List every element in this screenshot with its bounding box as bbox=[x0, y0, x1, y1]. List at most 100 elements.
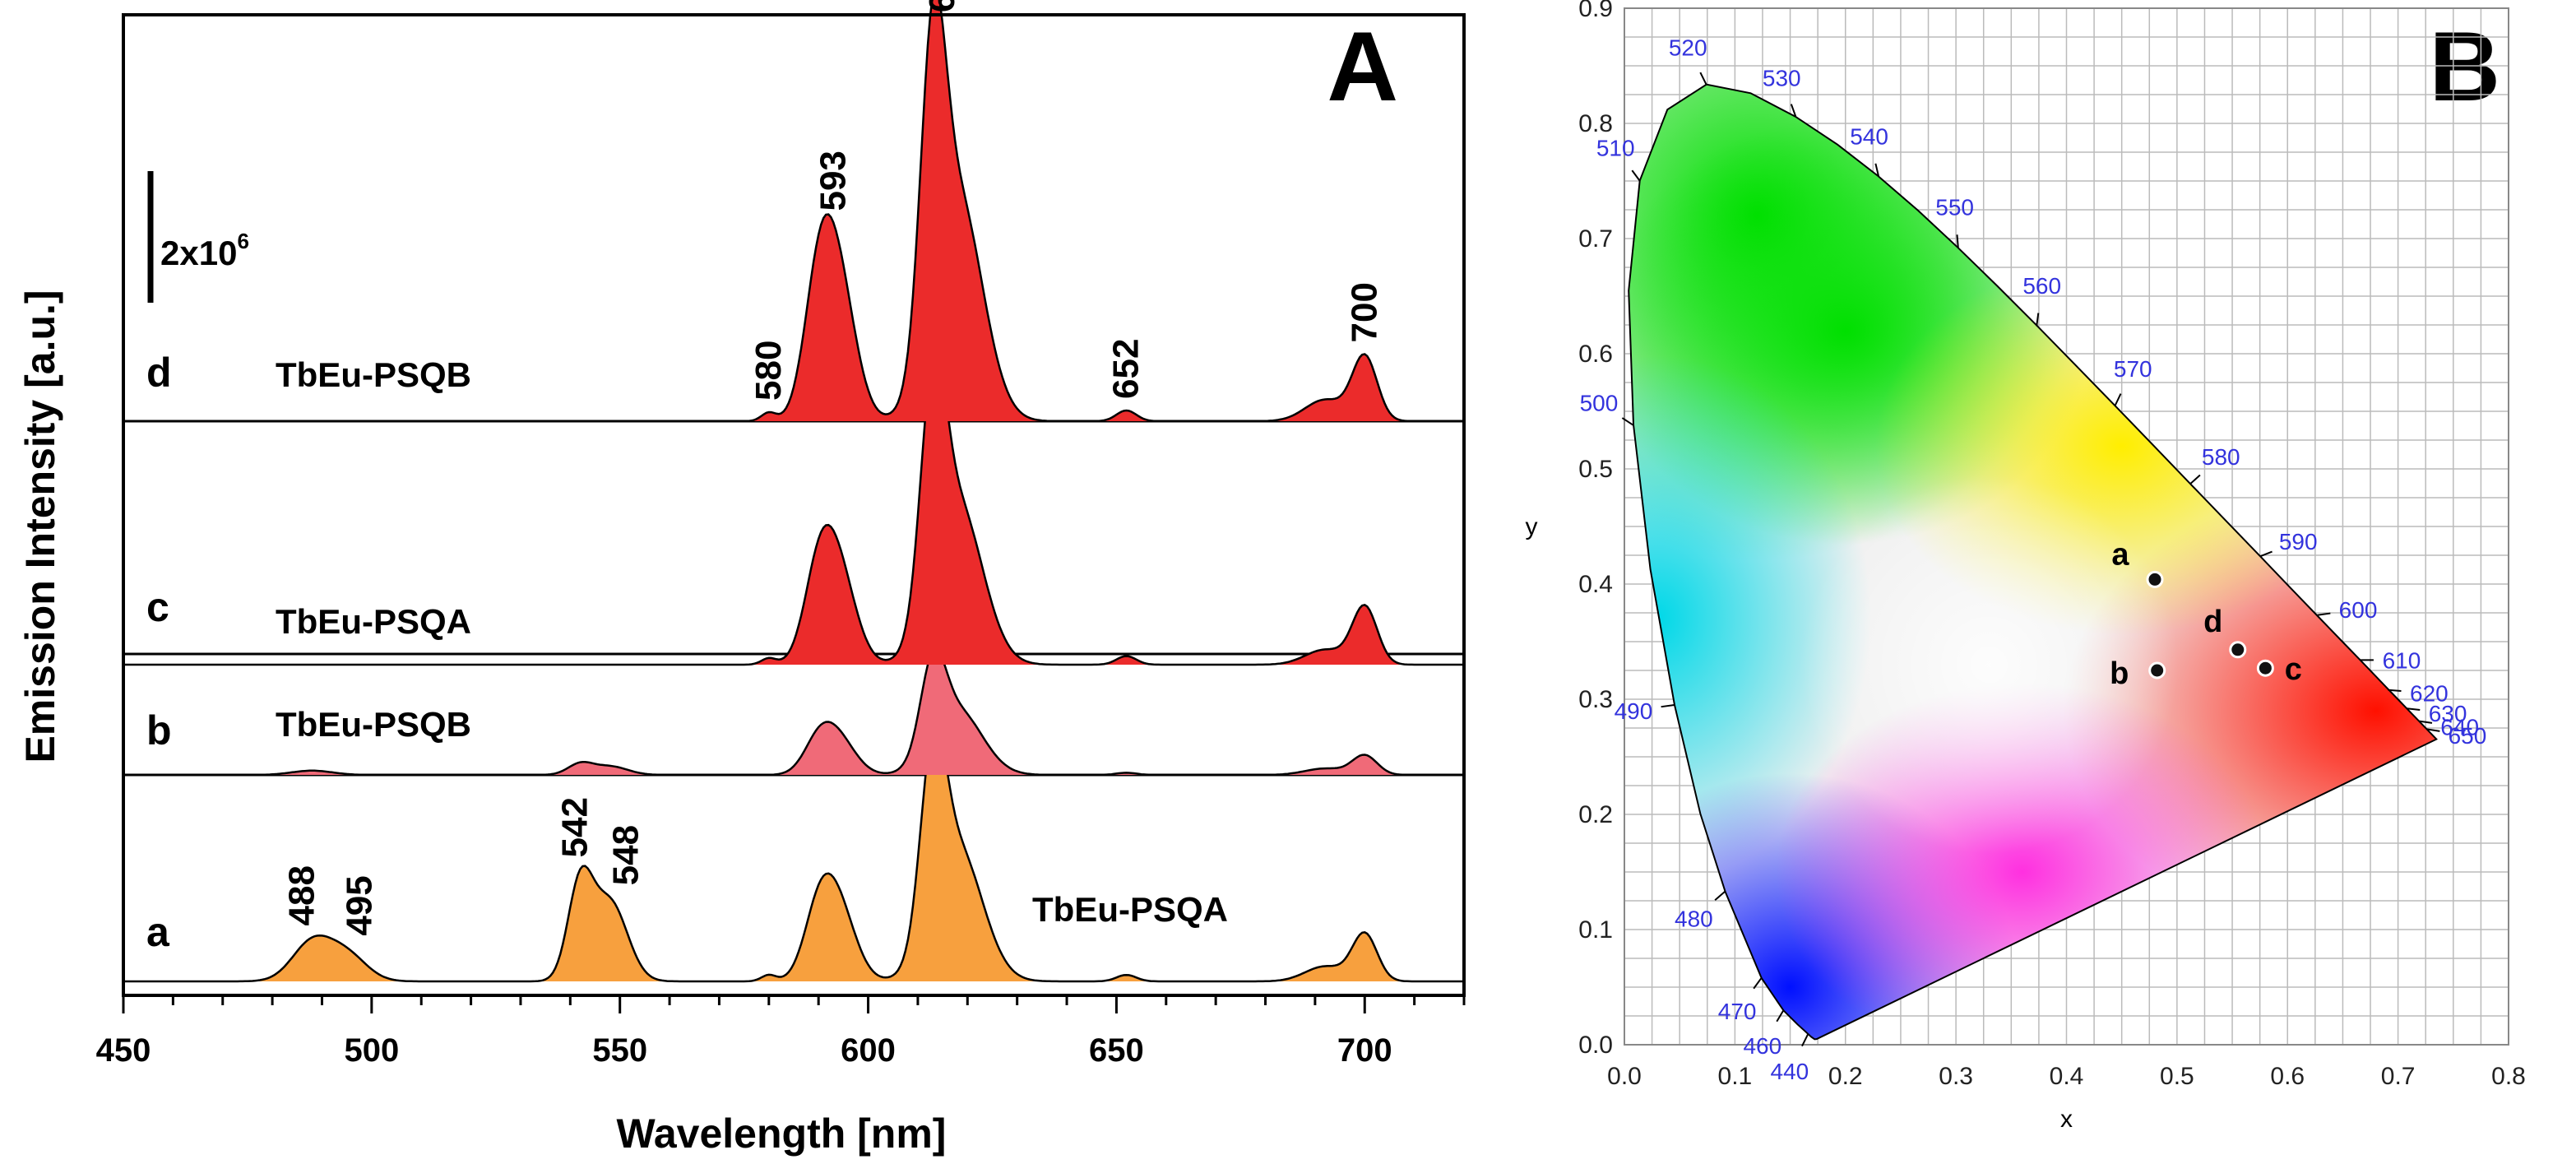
x-tick-label: 650 bbox=[1089, 1032, 1144, 1069]
peak-label-548: 548 bbox=[606, 825, 646, 885]
wavelength-tick bbox=[2317, 612, 2331, 616]
x-tick-label: 0.5 bbox=[2160, 1063, 2194, 1090]
wavelength-label-640: 640 bbox=[2440, 715, 2479, 740]
x-tick-label: 500 bbox=[344, 1032, 399, 1069]
point-d bbox=[2229, 641, 2247, 659]
wavelength-axis: 450 500 550 600 650 700 bbox=[96, 995, 1466, 1069]
point-label-c: c bbox=[2285, 652, 2302, 687]
point-label-a: a bbox=[2111, 537, 2129, 572]
wavelength-tick bbox=[2036, 313, 2040, 327]
wavelength-tick bbox=[1790, 104, 1797, 117]
wavelength-tick bbox=[1621, 417, 1634, 426]
peak-label-542: 542 bbox=[554, 797, 595, 857]
sample-points: a b c d bbox=[2110, 537, 2302, 691]
series-tag-d: d bbox=[146, 350, 172, 396]
spectrum-line-c bbox=[123, 345, 1464, 666]
wavelength-label-570: 570 bbox=[2114, 356, 2152, 382]
wavelength-label-560: 560 bbox=[2022, 273, 2061, 299]
wavelength-tick bbox=[2114, 393, 2122, 406]
wavelength-tick bbox=[2407, 707, 2421, 712]
y-tick-label: 0.0 bbox=[1578, 1032, 1613, 1059]
wavelength-tick bbox=[1661, 704, 1675, 708]
panel-a-letter: A bbox=[1327, 12, 1398, 122]
wavelength-tick bbox=[1699, 72, 1707, 85]
plot-frame bbox=[122, 13, 1466, 997]
y-tick-label: 0.5 bbox=[1578, 456, 1613, 483]
x-tick-label: 450 bbox=[96, 1032, 151, 1069]
wavelength-label-500: 500 bbox=[1580, 390, 1619, 415]
sample-label-a: TbEu-PSQA bbox=[1032, 890, 1228, 929]
peak-label-652: 652 bbox=[1105, 339, 1146, 399]
white-point-glow bbox=[1800, 475, 2179, 854]
spectra-plot: a TbEu-PSQA 488 495 542 548 b TbEu-PSQB c TbEu-PS… bbox=[123, 0, 1464, 983]
y-tick-label: 0.1 bbox=[1578, 916, 1613, 944]
wavelength-label-470: 470 bbox=[1718, 999, 1757, 1024]
wavelength-label-530: 530 bbox=[1763, 66, 1801, 91]
panel-b-letter: B bbox=[2429, 12, 2500, 122]
peak-label-495: 495 bbox=[340, 875, 380, 935]
point-label-d: d bbox=[2203, 605, 2222, 639]
wavelength-label-620: 620 bbox=[2410, 680, 2449, 706]
wavelength-label-480: 480 bbox=[1675, 906, 1713, 931]
wavelength-label-460: 460 bbox=[1743, 1033, 1781, 1059]
wavelength-tick bbox=[2388, 689, 2402, 692]
plot-frame-b bbox=[1624, 7, 2509, 1046]
wavelength-label-610: 610 bbox=[2383, 647, 2421, 673]
wavelength-tick bbox=[1714, 891, 1726, 901]
x-tick-label: 0.7 bbox=[2381, 1063, 2416, 1090]
x-tick-label: 0.2 bbox=[1828, 1063, 1863, 1090]
sample-label-d: TbEu-PSQB bbox=[276, 355, 471, 394]
x-tick-label: 600 bbox=[841, 1032, 896, 1069]
scale-bar-label: 2x106 bbox=[160, 229, 249, 272]
cie-color-locus bbox=[1629, 84, 2437, 1040]
sample-label-c: TbEu-PSQA bbox=[276, 602, 471, 641]
x-tick-label: 0.6 bbox=[2270, 1063, 2305, 1090]
y-tick-label: 0.3 bbox=[1578, 686, 1613, 713]
y-tick-label: 0.2 bbox=[1578, 801, 1613, 828]
series-tag-b: b bbox=[146, 707, 172, 754]
wavelength-label-510: 510 bbox=[1596, 136, 1635, 161]
y-axis-label-b: y bbox=[1526, 513, 1538, 540]
peak-label-593: 593 bbox=[813, 151, 853, 211]
x-axis-label: Wavelength [nm] bbox=[617, 1111, 947, 1157]
y-tick-label: 0.9 bbox=[1578, 0, 1613, 22]
spectrum-fill-a bbox=[123, 721, 1464, 981]
x-tick-label: 550 bbox=[592, 1032, 647, 1069]
wavelength-tick bbox=[1631, 169, 1641, 182]
point-label-b: b bbox=[2110, 656, 2129, 691]
x-tick-label: 0.4 bbox=[2050, 1063, 2084, 1090]
x-tick-label: 0.3 bbox=[1939, 1063, 1973, 1090]
scale-bar: 2x106 bbox=[147, 171, 249, 303]
point-b bbox=[2148, 661, 2166, 679]
wavelength-label-550: 550 bbox=[1935, 194, 1974, 220]
spectrum-line-b bbox=[123, 647, 1464, 777]
wavelength-label-520: 520 bbox=[1669, 35, 1707, 61]
wavelength-label-540: 540 bbox=[1850, 124, 1888, 150]
peak-label-700: 700 bbox=[1344, 282, 1384, 342]
wavelength-label-600: 600 bbox=[2339, 597, 2378, 623]
x-tick-label: 0.8 bbox=[2491, 1063, 2526, 1090]
y-axis-label: Emission Intensity [a.u.] bbox=[17, 290, 63, 763]
wavelength-tick bbox=[1753, 977, 1763, 990]
wavelength-label-440: 440 bbox=[1771, 1059, 1809, 1084]
wavelength-label-490: 490 bbox=[1615, 698, 1653, 724]
y-tick-label: 0.7 bbox=[1578, 225, 1613, 253]
peak-label-580: 580 bbox=[748, 341, 789, 401]
wavelength-tick bbox=[1776, 1009, 1785, 1023]
spectrum-line-a bbox=[123, 719, 1464, 983]
wavelength-tick bbox=[1801, 1033, 1809, 1047]
peak-label-615: 615 bbox=[922, 0, 962, 12]
x-axis-label-b: x bbox=[2060, 1106, 2073, 1133]
x-tick-label: 0.1 bbox=[1718, 1063, 1753, 1090]
wavelength-label-630: 630 bbox=[2429, 701, 2467, 726]
spectrum-line-d bbox=[123, 0, 1464, 423]
series-tag-a: a bbox=[146, 909, 170, 955]
wavelength-label-580: 580 bbox=[2202, 444, 2240, 470]
y-tick-label: 0.4 bbox=[1578, 571, 1613, 598]
wavelength-label-650: 650 bbox=[2449, 723, 2487, 749]
y-tick-label: 0.6 bbox=[1578, 341, 1613, 368]
point-a bbox=[2146, 570, 2164, 588]
panel-a-emission-spectra: A Emission Intensity [a.u.] Wavelength [… bbox=[17, 0, 1466, 1157]
x-tick-label: 700 bbox=[1337, 1032, 1392, 1069]
